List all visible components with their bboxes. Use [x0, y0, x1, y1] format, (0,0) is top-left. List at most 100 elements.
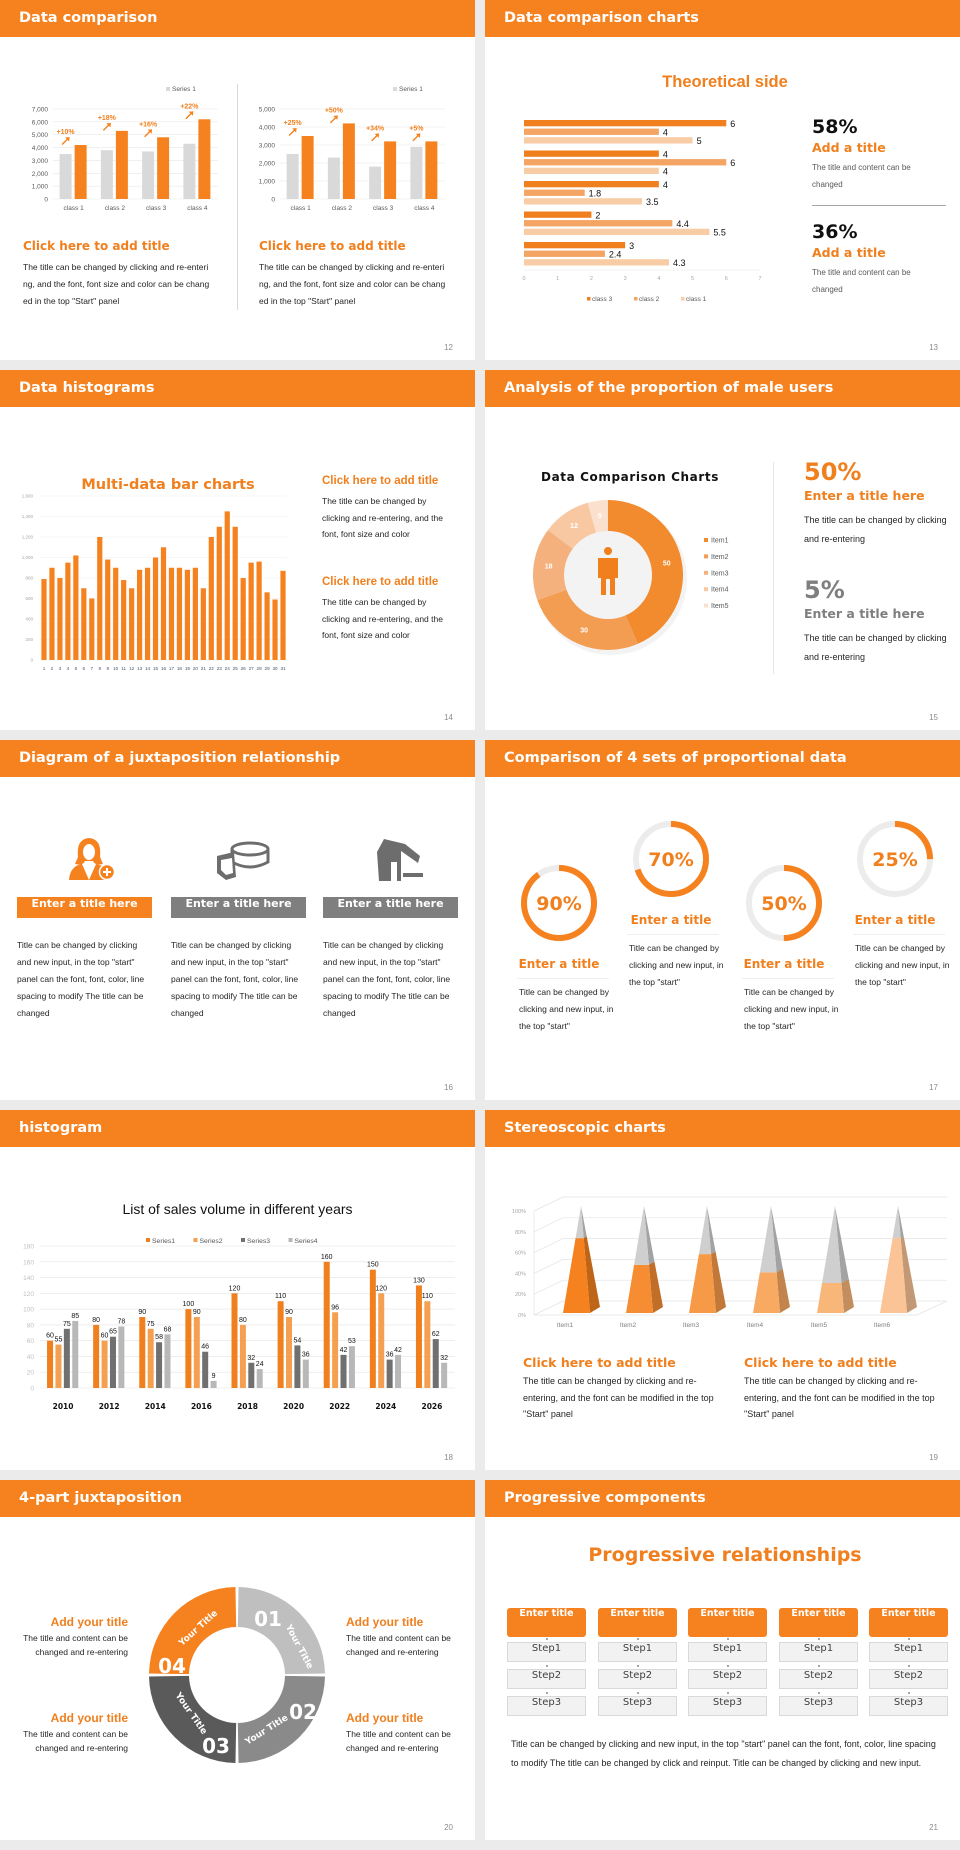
x-tick-label: class 2 [105, 205, 126, 212]
slide-18[interactable]: histogram List of sales volume in differ… [0, 1110, 475, 1470]
step-box[interactable]: Step3 [688, 1696, 767, 1716]
slide-21[interactable]: Progressive components Progressive relat… [485, 1480, 960, 1840]
comparison-charts: 0 1,000 2,000 3,000 4,000 5,000 6,000 7,000 clas… [32, 86, 445, 212]
block-heading[interactable]: Click here to add title [523, 1355, 676, 1370]
bar [176, 567, 183, 660]
legend-swatch [681, 297, 685, 301]
bar [248, 562, 254, 660]
chart-title: Theoretical side [662, 73, 788, 91]
item-title-button[interactable]: Enter a title here [323, 897, 458, 918]
step-box[interactable]: Step2 [869, 1669, 948, 1689]
bar [524, 120, 727, 127]
item-heading[interactable]: Enter a title [743, 957, 825, 971]
y-tick-label: 600 [25, 596, 33, 601]
legend-label: Series 1 [399, 86, 423, 93]
y-tick-label: 0 [44, 197, 48, 204]
block-heading[interactable]: Click here to add title [322, 475, 439, 487]
bar-series-1 [142, 151, 155, 199]
data-label: 75 [63, 1321, 71, 1328]
block-body: The title can be changed by clicking and… [259, 262, 446, 306]
pyramid-side-remainder [835, 1206, 849, 1284]
slide-12[interactable]: Data comparison 0 1,000 2,000 3,000 4,000 5,0… [0, 0, 475, 360]
connector-dot [546, 1638, 548, 1640]
bar-series-2 [198, 119, 211, 199]
x-tick-label: 15 [153, 666, 159, 671]
chart-title: Multi-data bar charts [81, 477, 255, 493]
divider [812, 205, 946, 206]
slide-15[interactable]: Analysis of the proportion of male users… [485, 370, 960, 730]
slide-14[interactable]: Data histograms Multi-data bar charts 0 2… [0, 370, 475, 730]
y-tick-label: 160 [23, 1259, 34, 1266]
x-tick-label: 2012 [99, 1402, 120, 1411]
item-heading[interactable]: Enter a title [518, 957, 600, 971]
data-label: 36 [386, 1352, 394, 1359]
item-heading[interactable]: Enter a title [854, 913, 936, 927]
stat-heading[interactable]: Enter a title here [804, 606, 925, 621]
legend-label: Series4 [295, 1238, 318, 1245]
x-tick-label: 31 [280, 666, 286, 671]
data-label: 1.8 [589, 189, 602, 199]
item-title-button[interactable]: Enter a title here [171, 897, 306, 918]
stat-heading[interactable]: Add a title [812, 140, 886, 155]
column-title-button[interactable]: Enter title [598, 1608, 677, 1637]
data-label: 5.5 [713, 228, 726, 238]
step-box[interactable]: Step3 [598, 1696, 677, 1716]
step-box[interactable]: Step1 [598, 1642, 677, 1662]
y-tick-label: 140 [23, 1275, 34, 1282]
arrow-icon [329, 115, 338, 124]
stat-heading[interactable]: Enter a title here [804, 488, 925, 503]
slide-20[interactable]: 4-part juxtaposition 01 Your Title 02 Your … [0, 1480, 475, 1840]
step-box[interactable]: Step2 [779, 1669, 858, 1689]
block-heading[interactable]: Add your title [346, 1615, 424, 1629]
page-number: 13 [929, 343, 938, 352]
slide-19[interactable]: Stereoscopic charts 0% 20% 40% 60% 80% 100% It… [485, 1110, 960, 1470]
column-title-button[interactable]: Enter title [779, 1608, 858, 1637]
cycle-segment-03 [149, 1675, 237, 1763]
legend-swatch [704, 603, 708, 608]
step-box[interactable]: Step1 [688, 1642, 767, 1662]
item-heading[interactable]: Enter a title [630, 913, 712, 927]
bar-series1 [47, 1340, 54, 1388]
block-body: The title can be changed by clicking and… [23, 262, 210, 306]
legend-label: Item5 [711, 603, 729, 610]
slide-17[interactable]: Comparison of 4 sets of proportional dat… [485, 740, 960, 1100]
block-heading[interactable]: Click here to add title [23, 239, 170, 253]
ring-percent: 25% [872, 849, 917, 871]
ring-progress [746, 865, 822, 941]
step-box[interactable]: Step2 [507, 1669, 586, 1689]
slide-13[interactable]: Data comparison charts Theoretical side … [485, 0, 960, 360]
column-title-button[interactable]: Enter title [869, 1608, 948, 1637]
item-title-button[interactable]: Enter a title here [17, 897, 152, 918]
slice-label: 50 [663, 560, 671, 567]
pyramid-chart: 0% 20% 40% 60% 80% 100% Item1 Item2 Item3 Item4 It… [512, 1196, 948, 1329]
step-box[interactable]: Step3 [869, 1696, 948, 1716]
bar [524, 189, 585, 196]
step-box[interactable]: Step1 [869, 1642, 948, 1662]
legend-swatch [241, 1238, 245, 1242]
stat-heading[interactable]: Add a title [812, 245, 886, 260]
block-heading[interactable]: Add your title [50, 1615, 128, 1629]
step-box[interactable]: Step1 [779, 1642, 858, 1662]
column-title-button[interactable]: Enter title [507, 1608, 586, 1637]
step-box[interactable]: Step2 [598, 1669, 677, 1689]
data-label: 2 [595, 211, 600, 221]
x-tick-label: 6 [83, 666, 86, 671]
block-heading[interactable]: Add your title [50, 1711, 128, 1725]
column-title-button[interactable]: Enter title [688, 1608, 767, 1637]
block-heading[interactable]: Click here to add title [322, 576, 439, 588]
step-box[interactable]: Step3 [779, 1696, 858, 1716]
x-tick-label: 14 [145, 666, 151, 671]
slice-label: 5 [598, 513, 602, 520]
x-tick-label: 4 [657, 276, 660, 282]
block-heading[interactable]: Click here to add title [744, 1355, 897, 1370]
block-heading[interactable]: Click here to add title [259, 239, 406, 253]
data-label: 110 [422, 1293, 433, 1300]
step-box[interactable]: Step3 [507, 1696, 586, 1716]
step-box[interactable]: Step2 [688, 1669, 767, 1689]
step-box[interactable]: Step1 [507, 1642, 586, 1662]
divider [237, 84, 238, 310]
bar-series2 [55, 1344, 62, 1388]
bar-series2 [424, 1301, 431, 1388]
block-heading[interactable]: Add your title [346, 1711, 424, 1725]
slide-16[interactable]: Diagram of a juxtaposition relationship … [0, 740, 475, 1100]
